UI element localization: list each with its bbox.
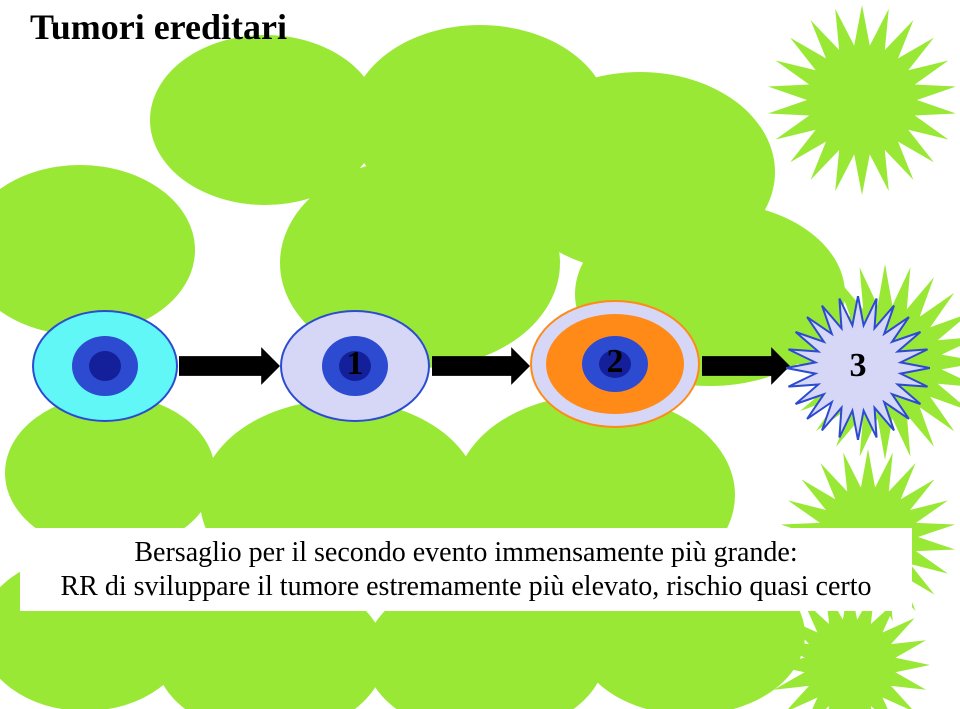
- step-3-label: 3: [838, 347, 878, 385]
- caption-line-1: Bersaglio per il secondo evento immensam…: [26, 536, 906, 570]
- diagram-title: Tumori ereditari: [30, 6, 287, 48]
- starburst-green-1: [767, 5, 957, 195]
- caption-box: Bersaglio per il secondo evento immensam…: [20, 528, 912, 611]
- step-1-label: 1: [335, 345, 375, 383]
- caption-line-2: RR di sviluppare il tumore estremamente …: [26, 570, 906, 604]
- cell-1-inner: [89, 351, 121, 381]
- step-2-label: 2: [595, 343, 635, 381]
- diagram-stage: Tumori ereditari 1 2 3 Bersaglio per il seco…: [0, 0, 960, 709]
